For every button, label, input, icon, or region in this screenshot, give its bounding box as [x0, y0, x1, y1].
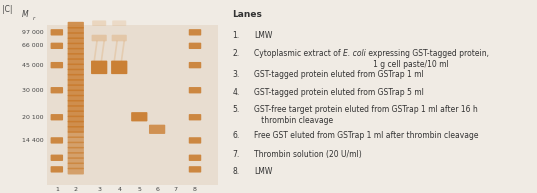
Text: 14 400: 14 400: [22, 138, 43, 143]
FancyBboxPatch shape: [68, 121, 84, 128]
Text: 4.: 4.: [233, 88, 240, 97]
Text: 3: 3: [97, 187, 101, 192]
FancyBboxPatch shape: [68, 136, 84, 143]
Text: 4: 4: [117, 187, 121, 192]
FancyBboxPatch shape: [68, 69, 84, 75]
FancyBboxPatch shape: [50, 137, 63, 144]
Text: LMW: LMW: [255, 167, 273, 176]
Text: 97 000: 97 000: [22, 30, 43, 35]
FancyBboxPatch shape: [92, 20, 106, 26]
FancyBboxPatch shape: [68, 84, 84, 91]
FancyBboxPatch shape: [68, 63, 84, 70]
FancyBboxPatch shape: [189, 43, 201, 49]
FancyBboxPatch shape: [68, 79, 84, 86]
FancyBboxPatch shape: [68, 32, 84, 39]
Text: |C|: |C|: [2, 5, 13, 14]
FancyBboxPatch shape: [68, 58, 84, 65]
FancyBboxPatch shape: [68, 147, 84, 154]
Text: 66 000: 66 000: [22, 43, 43, 48]
FancyBboxPatch shape: [50, 29, 63, 36]
Text: 20 100: 20 100: [22, 115, 43, 120]
Text: 6: 6: [155, 187, 159, 192]
FancyBboxPatch shape: [68, 95, 84, 102]
FancyBboxPatch shape: [50, 166, 63, 173]
FancyBboxPatch shape: [68, 168, 84, 174]
FancyBboxPatch shape: [68, 126, 84, 133]
Text: Cytoplasmic extract of: Cytoplasmic extract of: [255, 49, 343, 58]
FancyBboxPatch shape: [68, 163, 84, 169]
Text: 3.: 3.: [233, 70, 240, 80]
FancyBboxPatch shape: [68, 152, 84, 159]
FancyBboxPatch shape: [149, 125, 165, 134]
FancyBboxPatch shape: [68, 131, 84, 138]
FancyBboxPatch shape: [68, 74, 84, 81]
Text: 45 000: 45 000: [22, 63, 43, 68]
FancyBboxPatch shape: [68, 100, 84, 107]
FancyBboxPatch shape: [189, 114, 201, 120]
FancyBboxPatch shape: [50, 114, 63, 120]
FancyBboxPatch shape: [50, 43, 63, 49]
Text: 5.: 5.: [233, 105, 240, 114]
FancyBboxPatch shape: [189, 166, 201, 173]
FancyBboxPatch shape: [68, 142, 84, 148]
FancyBboxPatch shape: [189, 87, 201, 93]
Text: 6.: 6.: [233, 131, 240, 140]
FancyBboxPatch shape: [50, 87, 63, 93]
Text: expressing GST-tagged protein,
   1 g cell paste/10 ml: expressing GST-tagged protein, 1 g cell …: [366, 49, 489, 69]
FancyBboxPatch shape: [50, 155, 63, 161]
FancyBboxPatch shape: [189, 29, 201, 36]
FancyBboxPatch shape: [68, 53, 84, 60]
Text: 8: 8: [193, 187, 197, 192]
Text: Free GST eluted from GSTrap 1 ml after thrombin cleavage: Free GST eluted from GSTrap 1 ml after t…: [255, 131, 479, 140]
FancyBboxPatch shape: [112, 20, 126, 26]
FancyBboxPatch shape: [68, 157, 84, 164]
FancyBboxPatch shape: [111, 61, 127, 74]
FancyBboxPatch shape: [68, 105, 84, 112]
FancyBboxPatch shape: [189, 62, 201, 68]
Text: r: r: [32, 16, 34, 21]
Text: 30 000: 30 000: [22, 88, 43, 93]
FancyBboxPatch shape: [68, 90, 84, 96]
FancyBboxPatch shape: [91, 61, 107, 74]
Text: M: M: [22, 10, 29, 19]
FancyBboxPatch shape: [68, 110, 84, 117]
FancyBboxPatch shape: [68, 22, 84, 29]
FancyBboxPatch shape: [47, 25, 219, 185]
FancyBboxPatch shape: [112, 35, 127, 41]
Text: 2.: 2.: [233, 49, 240, 58]
Text: GST-free target protein eluted from GSTrap 1 ml after 16 h
   thrombin cleavage: GST-free target protein eluted from GSTr…: [255, 105, 478, 125]
Text: 1.: 1.: [233, 31, 240, 40]
Text: 2: 2: [74, 187, 78, 192]
Text: Lanes: Lanes: [233, 10, 262, 19]
FancyBboxPatch shape: [50, 62, 63, 68]
FancyBboxPatch shape: [92, 35, 107, 41]
Text: GST-tagged protein eluted from GSTrap 5 ml: GST-tagged protein eluted from GSTrap 5 …: [255, 88, 424, 97]
Text: Thrombin solution (20 U/ml): Thrombin solution (20 U/ml): [255, 150, 362, 159]
FancyBboxPatch shape: [68, 27, 84, 34]
FancyBboxPatch shape: [68, 37, 84, 44]
FancyBboxPatch shape: [68, 43, 84, 49]
FancyBboxPatch shape: [189, 155, 201, 161]
Text: GST-tagged protein eluted from GSTrap 1 ml: GST-tagged protein eluted from GSTrap 1 …: [255, 70, 424, 80]
FancyBboxPatch shape: [68, 116, 84, 122]
Text: 7: 7: [173, 187, 177, 192]
Text: E. coli: E. coli: [343, 49, 366, 58]
Text: 5: 5: [137, 187, 141, 192]
FancyBboxPatch shape: [68, 48, 84, 55]
FancyBboxPatch shape: [131, 112, 148, 121]
Text: 7.: 7.: [233, 150, 240, 159]
Text: 1: 1: [55, 187, 59, 192]
Text: LMW: LMW: [255, 31, 273, 40]
FancyBboxPatch shape: [189, 137, 201, 144]
Text: 8.: 8.: [233, 167, 240, 176]
